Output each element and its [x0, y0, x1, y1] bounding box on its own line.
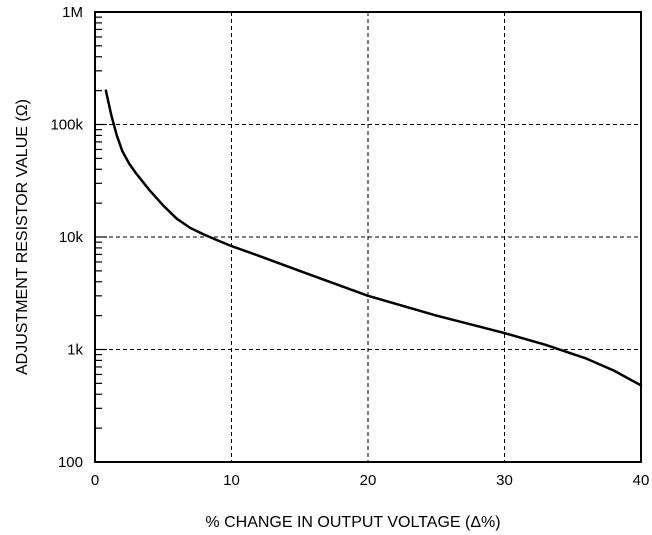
y-axis-title: ADJUSTMENT RESISTOR VALUE (Ω): [14, 99, 31, 375]
x-tick-label: 20: [360, 472, 377, 489]
series-line: [104, 89, 643, 387]
minor-ticks: [95, 16, 107, 463]
y-tick-label: 1M: [62, 4, 83, 21]
y-tick-labels: 100 1k 10k 100k 1M: [50, 4, 83, 471]
x-tick-label: 0: [91, 472, 99, 489]
y-tick-label: 10k: [59, 229, 84, 246]
y-tick-label: 100k: [50, 117, 83, 134]
plot-frame: [94, 11, 642, 463]
x-tick-labels: 0 10 20 30 40: [91, 472, 650, 489]
y-tick-label: 1k: [67, 342, 83, 359]
grid-lines: [95, 12, 641, 462]
y-tick-label: 100: [58, 454, 83, 471]
x-axis-title: % CHANGE IN OUTPUT VOLTAGE (Δ%): [205, 514, 500, 531]
x-tick-label: 10: [223, 472, 240, 489]
x-tick-label: 30: [496, 472, 513, 489]
x-tick-label: 40: [633, 472, 650, 489]
